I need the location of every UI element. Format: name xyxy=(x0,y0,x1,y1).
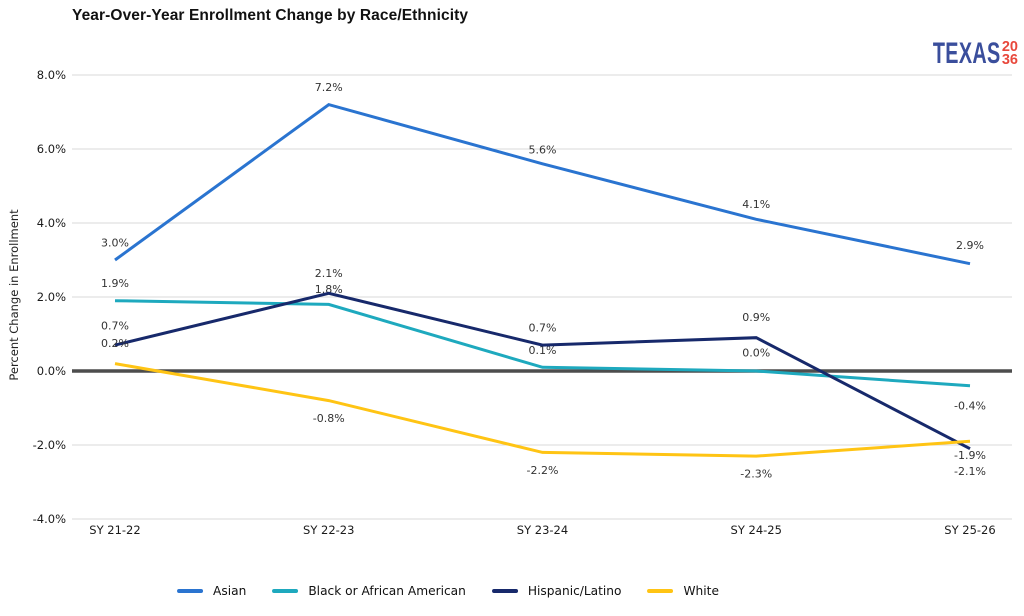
series-asian: 3.0% 7.2% 5.6% 4.1% 2.9% xyxy=(101,81,984,266)
data-label: -0.4% xyxy=(954,399,986,412)
legend-swatch-asian xyxy=(177,589,204,593)
y-tick-label: -2.0% xyxy=(33,438,66,452)
legend-item-white: White xyxy=(647,584,719,598)
y-tick-label: 0.0% xyxy=(37,364,66,378)
data-label: -1.9% xyxy=(954,449,986,462)
legend-item-asian: Asian xyxy=(177,584,246,598)
legend-swatch-black-or-african-american xyxy=(272,589,299,593)
series-line-white xyxy=(114,362,971,458)
logo-year-bottom: 36 xyxy=(1001,52,1018,69)
series-hispanic-latino: 0.7% 2.1% 0.7% 0.9% -2.1% xyxy=(101,267,986,478)
data-label: 4.1% xyxy=(742,198,770,211)
data-label: 0.0% xyxy=(742,347,770,360)
data-label: 0.1% xyxy=(529,344,557,357)
data-label: 0.7% xyxy=(529,322,557,335)
y-tick-label: -4.0% xyxy=(33,512,66,526)
data-label: 1.8% xyxy=(315,283,343,296)
series-line-asian xyxy=(114,102,971,266)
logo-texas-text: TEXAS xyxy=(933,37,1001,70)
x-tick-label: SY 24-25 xyxy=(731,523,782,537)
legend-label: White xyxy=(683,584,719,598)
legend-label: Asian xyxy=(213,584,247,598)
data-label: 3.0% xyxy=(101,237,129,250)
data-label: 0.9% xyxy=(742,311,770,324)
legend-item-hispanic-latino: Hispanic/Latino xyxy=(491,584,622,598)
data-label: 1.9% xyxy=(101,277,129,290)
legend-label: Hispanic/Latino xyxy=(527,584,622,598)
legend-label: Black or African American xyxy=(308,584,466,598)
data-label: 0.2% xyxy=(101,337,129,350)
legend-swatch-white xyxy=(647,589,674,593)
data-label: 7.2% xyxy=(315,81,343,94)
x-tick-label: SY 21-22 xyxy=(89,523,140,537)
y-tick-label: 2.0% xyxy=(37,290,66,304)
x-tick-label: SY 23-24 xyxy=(517,523,568,537)
chart-title: Year-Over-Year Enrollment Change by Race… xyxy=(72,7,469,24)
logo-year-top: 20 xyxy=(1001,39,1018,55)
x-tick-label: SY 22-23 xyxy=(303,523,354,537)
logo-year-text: 20 36 xyxy=(1001,39,1018,69)
data-label: 2.9% xyxy=(956,239,984,252)
data-label: 0.7% xyxy=(101,320,129,333)
series-white: 0.2% -0.8% -2.2% -2.3% -1.9% xyxy=(101,337,986,481)
legend-swatch-hispanic-latino xyxy=(491,589,518,593)
data-label: 5.6% xyxy=(529,143,557,156)
data-label: -2.3% xyxy=(740,468,772,481)
data-label: -2.2% xyxy=(527,464,559,477)
y-tick-label: 4.0% xyxy=(37,216,66,230)
x-tick-label: SY 25-26 xyxy=(944,523,995,537)
data-label: 2.1% xyxy=(315,267,343,280)
chart-legend: Asian Black or African American Hispanic/L… xyxy=(177,584,719,598)
data-label: -0.8% xyxy=(313,412,345,425)
series-line-hispanic-latino xyxy=(114,291,971,451)
texas-2036-logo: TEXAS 20 36 xyxy=(898,37,1018,70)
data-label: -2.1% xyxy=(954,465,986,478)
legend-item-black-or-african-american: Black or African American xyxy=(272,584,466,598)
y-tick-label: 8.0% xyxy=(37,68,66,82)
y-tick-label: 6.0% xyxy=(37,142,66,156)
